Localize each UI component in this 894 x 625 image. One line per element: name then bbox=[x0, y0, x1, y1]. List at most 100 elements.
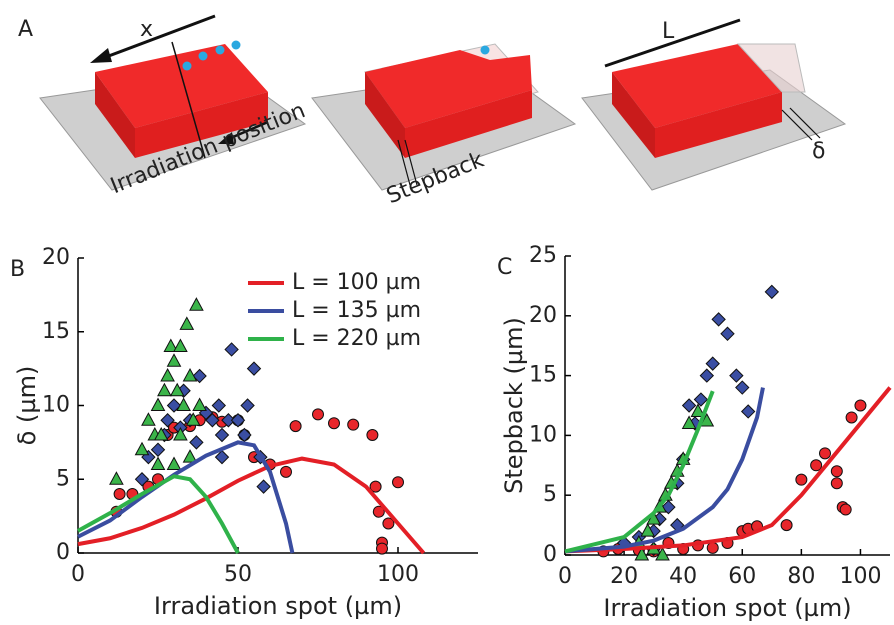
point bbox=[189, 297, 204, 311]
arrowhead bbox=[90, 48, 112, 63]
point bbox=[655, 546, 670, 561]
point bbox=[634, 546, 650, 561]
point bbox=[845, 411, 858, 424]
y-tick-label: 5 bbox=[56, 466, 70, 491]
point bbox=[764, 284, 780, 300]
x-tick-label: 100 bbox=[839, 564, 881, 589]
spot bbox=[215, 45, 225, 55]
point bbox=[376, 542, 388, 555]
point bbox=[289, 420, 302, 433]
point bbox=[224, 342, 239, 357]
point bbox=[740, 404, 756, 419]
point bbox=[176, 397, 191, 411]
length-bar bbox=[604, 18, 741, 68]
point bbox=[169, 382, 185, 397]
point bbox=[347, 418, 360, 431]
gel-clear bbox=[736, 43, 806, 93]
gel-side bbox=[365, 72, 405, 158]
point bbox=[706, 541, 719, 554]
model-line bbox=[77, 456, 426, 555]
point bbox=[640, 523, 656, 537]
point bbox=[729, 368, 744, 383]
tick bbox=[789, 107, 821, 139]
point bbox=[166, 398, 182, 413]
point bbox=[205, 413, 220, 428]
y-axis-label: Stepback (µm) bbox=[500, 317, 528, 494]
tick bbox=[397, 139, 411, 186]
point bbox=[189, 435, 204, 450]
y-tick-label: 15 bbox=[529, 363, 557, 388]
gel-front bbox=[135, 92, 268, 158]
x-tick-label: 50 bbox=[224, 562, 252, 587]
y-tick-label: 0 bbox=[543, 542, 557, 567]
point bbox=[246, 361, 262, 376]
model-line bbox=[564, 387, 765, 554]
point bbox=[830, 465, 843, 478]
gel-front bbox=[405, 90, 532, 158]
point bbox=[720, 326, 735, 341]
point bbox=[810, 459, 823, 472]
point bbox=[179, 316, 195, 330]
legend-label: L = 220 µm bbox=[292, 326, 421, 351]
x-tick-label: 100 bbox=[377, 562, 419, 587]
point bbox=[392, 476, 404, 489]
y-tick-label: 10 bbox=[529, 422, 557, 447]
gel-side bbox=[95, 72, 135, 158]
point bbox=[830, 477, 843, 490]
point bbox=[328, 417, 340, 430]
spot bbox=[231, 40, 241, 50]
point bbox=[795, 473, 808, 486]
point bbox=[214, 449, 230, 465]
model-line bbox=[77, 474, 240, 554]
legend-label: L = 135 µm bbox=[292, 298, 421, 323]
panel-label: A bbox=[18, 17, 33, 42]
point bbox=[705, 356, 720, 371]
y-tick-label: 15 bbox=[42, 319, 70, 344]
point bbox=[280, 465, 292, 478]
gel-front bbox=[655, 92, 782, 158]
spot bbox=[198, 51, 208, 61]
point bbox=[157, 382, 172, 397]
point bbox=[134, 441, 150, 456]
gel-top bbox=[365, 50, 532, 128]
point bbox=[819, 447, 831, 460]
y-tick-label: 20 bbox=[529, 303, 557, 328]
point bbox=[256, 479, 271, 494]
point bbox=[182, 449, 198, 463]
point bbox=[382, 517, 395, 530]
arrow bbox=[97, 14, 216, 62]
label: δ bbox=[812, 139, 825, 164]
spot bbox=[480, 45, 490, 55]
x-tick-label: 0 bbox=[558, 564, 572, 589]
point bbox=[312, 408, 324, 421]
point bbox=[163, 338, 179, 352]
point bbox=[113, 488, 126, 500]
point bbox=[150, 397, 166, 411]
point bbox=[369, 480, 382, 493]
x-tick-label: 0 bbox=[71, 562, 85, 587]
y-tick-label: 25 bbox=[529, 243, 557, 268]
point bbox=[150, 442, 166, 457]
point bbox=[681, 398, 697, 413]
point bbox=[153, 426, 169, 441]
point bbox=[693, 392, 709, 407]
point bbox=[699, 368, 715, 383]
point bbox=[230, 413, 246, 428]
tick bbox=[781, 109, 813, 141]
gel-top bbox=[95, 44, 268, 128]
point bbox=[211, 398, 227, 413]
spot bbox=[182, 61, 192, 71]
panel-label: B bbox=[10, 257, 25, 282]
point bbox=[166, 353, 182, 367]
point bbox=[780, 519, 793, 532]
point bbox=[690, 403, 706, 417]
panel-label: C bbox=[497, 255, 512, 280]
position-line bbox=[171, 41, 206, 159]
x-axis-label: Irradiation spot (µm) bbox=[154, 592, 402, 620]
point bbox=[366, 429, 379, 441]
point bbox=[192, 368, 207, 384]
point bbox=[240, 398, 255, 413]
point bbox=[150, 456, 166, 470]
point bbox=[214, 427, 230, 443]
gel-top bbox=[612, 44, 782, 128]
